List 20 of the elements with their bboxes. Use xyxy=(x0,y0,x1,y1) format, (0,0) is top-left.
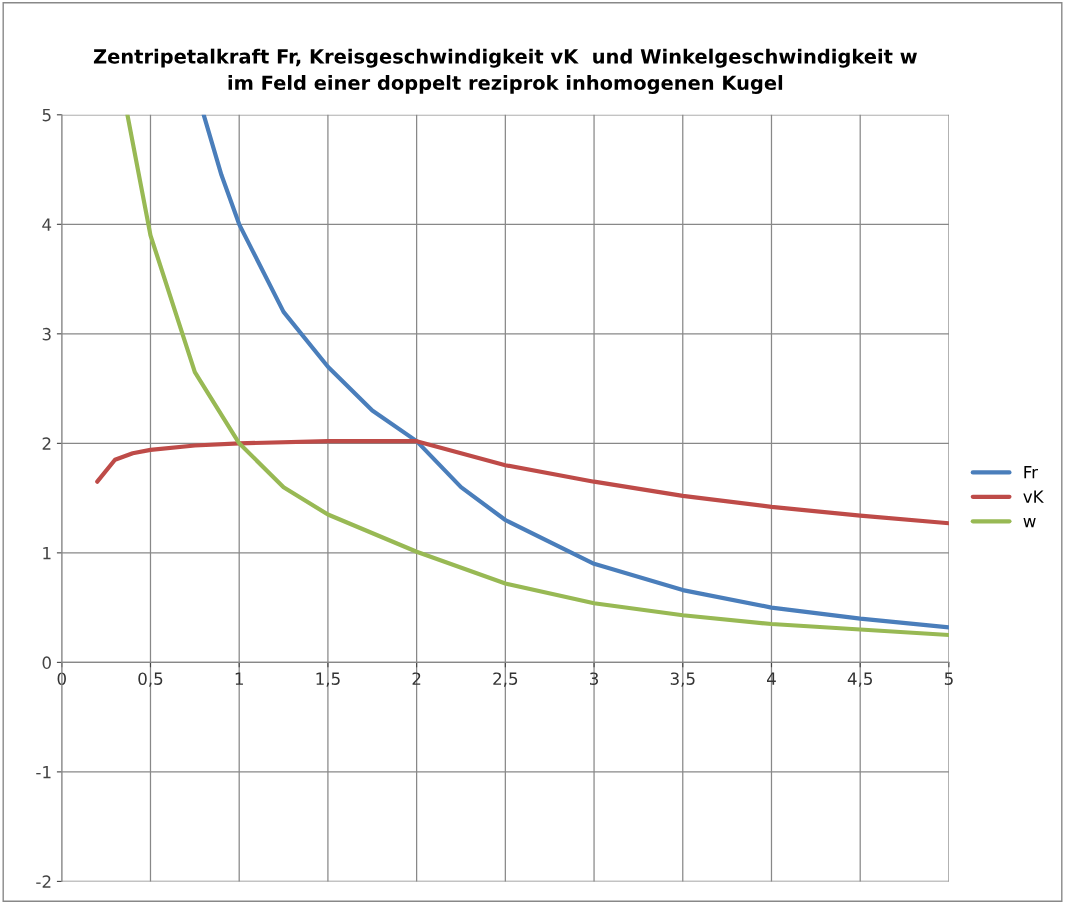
x-tick-label: 3 xyxy=(590,672,599,685)
legend-label: vK xyxy=(1023,490,1044,503)
y-tick-label: 0 xyxy=(42,656,51,669)
y-tick-label: 4 xyxy=(42,218,52,231)
line-series xyxy=(95,439,949,526)
legend-label: w xyxy=(1023,518,1036,528)
y-tick-label: -1 xyxy=(36,766,51,779)
legend-label: Fr xyxy=(1024,466,1039,479)
x-tick-label: 3,5 xyxy=(670,672,695,687)
x-tick-label: 1 xyxy=(235,672,243,685)
x-tick-label: 4,5 xyxy=(847,672,872,687)
y-tick-label: 2 xyxy=(42,437,51,450)
y-tick-label: 5 xyxy=(42,108,51,122)
x-tick-label: 5 xyxy=(944,672,953,685)
y-tick-label: 1 xyxy=(43,547,51,560)
x-tick-label: 0 xyxy=(57,672,66,685)
y-tick-label: 3 xyxy=(42,327,51,341)
y-tick-label: -2 xyxy=(36,875,51,888)
x-tick-label: 1,5 xyxy=(316,672,340,687)
chart-title: Zentripetalkraft Fr, Kreisgeschwindigkeit vK und Winkelgeschwindigkeit w im Feld einer doppelt reziprok inhomogenen Kugel xyxy=(93,48,917,94)
